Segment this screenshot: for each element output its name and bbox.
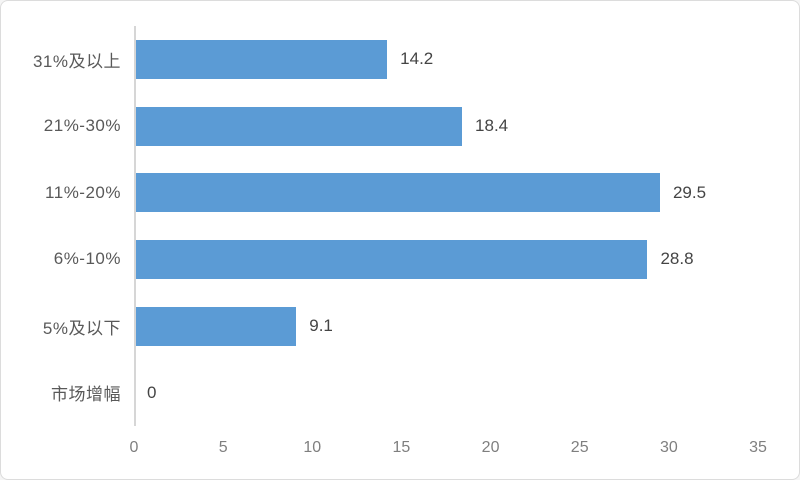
bar-track: 14.2 bbox=[134, 26, 758, 93]
y-axis-line bbox=[134, 26, 136, 426]
bar-2 bbox=[134, 173, 660, 213]
value-label: 0 bbox=[147, 382, 157, 402]
x-tick-label: 20 bbox=[481, 439, 500, 456]
chart-row: 5%及以下 9.1 bbox=[1, 293, 758, 360]
chart-row: 21%-30% 18.4 bbox=[1, 93, 758, 160]
value-label: 9.1 bbox=[309, 316, 333, 336]
chart-row: 11%-20% 29.5 bbox=[1, 159, 758, 226]
x-axis: 0 5 10 15 20 25 30 35 bbox=[130, 426, 767, 471]
x-tick-label: 5 bbox=[218, 439, 228, 456]
chart-row: 6%-10% 28.8 bbox=[1, 226, 758, 293]
bar-track: 18.4 bbox=[134, 93, 758, 160]
chart-rows: 31%及以上 14.2 21%-30% 18.4 11%-20% 29.5 6%-10% 28… bbox=[1, 26, 758, 426]
chart-row: 市场增幅 0 bbox=[1, 359, 758, 426]
x-tick-label: 35 bbox=[749, 439, 767, 456]
category-label: 31%及以上 bbox=[32, 51, 121, 71]
x-tick-label: 10 bbox=[303, 439, 322, 456]
bar-track: 28.8 bbox=[134, 226, 758, 293]
category-label: 6%-10% bbox=[53, 249, 121, 269]
category-label: 11%-20% bbox=[45, 182, 121, 202]
category-label: 5%及以下 bbox=[42, 318, 121, 338]
value-label: 18.4 bbox=[475, 116, 509, 135]
value-label: 28.8 bbox=[660, 249, 694, 269]
x-tick-label: 0 bbox=[129, 439, 139, 456]
bar-track: 29.5 bbox=[134, 159, 758, 226]
category-label: 市场增幅 bbox=[51, 385, 121, 405]
bar-4 bbox=[134, 306, 297, 346]
bar-0 bbox=[134, 39, 388, 79]
bar-track: 0 bbox=[134, 359, 758, 426]
bar-1 bbox=[134, 106, 463, 146]
x-tick-label: 30 bbox=[659, 439, 678, 456]
chart-row: 31%及以上 14.2 bbox=[1, 26, 758, 93]
category-label: 21%-30% bbox=[43, 116, 121, 135]
value-label: 14.2 bbox=[400, 49, 434, 69]
bar-track: 9.1 bbox=[134, 293, 758, 360]
value-label: 29.5 bbox=[672, 182, 707, 202]
x-tick-label: 25 bbox=[570, 439, 589, 456]
bar-3 bbox=[134, 239, 648, 279]
x-tick-label: 15 bbox=[392, 439, 411, 456]
